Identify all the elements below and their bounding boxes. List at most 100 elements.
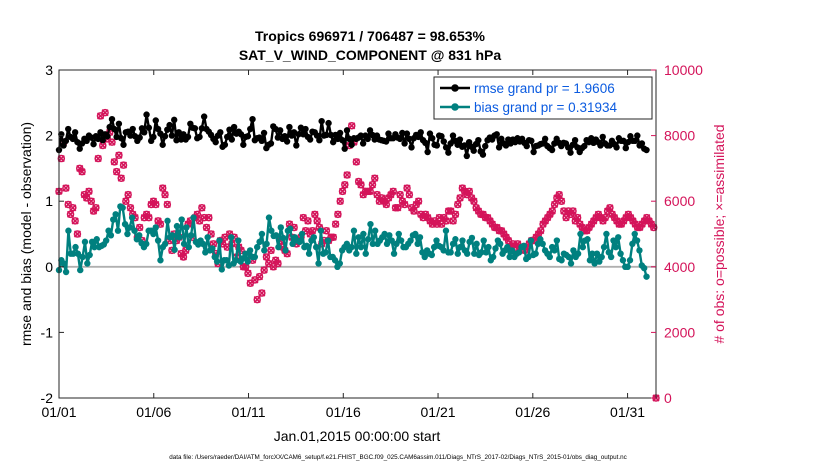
obs-assimilated-marker: [366, 187, 374, 195]
bias-point: [124, 230, 131, 238]
obs-assimilated-marker: [159, 184, 167, 192]
obs-possible-marker: [560, 207, 568, 215]
bias-point: [324, 237, 332, 244]
bias-point: [289, 240, 296, 248]
obs-assimilated-marker: [242, 263, 250, 271]
bias-point: [395, 230, 402, 238]
bias-point: [164, 217, 171, 225]
bias-point: [364, 236, 372, 243]
bias-point: [322, 249, 329, 256]
rmse-point: [359, 140, 367, 147]
bias-point: [433, 237, 440, 244]
obs-assimilated-marker: [389, 187, 397, 195]
bias-point: [128, 214, 136, 221]
obs-assimilated-marker: [71, 217, 79, 225]
bias-point: [279, 234, 287, 242]
obs-assimilated-marker: [348, 122, 356, 130]
chart-title: Tropics 696971 / 706487 = 98.653%: [255, 28, 486, 44]
bias-point: [74, 250, 82, 257]
obs-assimilated-marker: [73, 230, 82, 238]
bias-point: [213, 258, 221, 265]
rmse-point: [295, 131, 302, 138]
bias-point: [246, 247, 254, 254]
obs-assimilated-marker: [470, 197, 478, 205]
rmse-point: [495, 144, 503, 151]
bias-point: [282, 247, 289, 254]
bias-point: [565, 253, 572, 261]
bias-point: [442, 227, 450, 234]
rmse-point: [482, 142, 489, 150]
obs-assimilated-marker: [396, 191, 404, 199]
rmse-point: [422, 139, 429, 147]
y2-axis-label: # of obs: o=possible; ×=assimilated: [711, 124, 727, 343]
rmse-point: [108, 116, 116, 123]
obs-possible-marker: [152, 200, 160, 209]
obs-possible-marker: [253, 295, 261, 304]
obs-assimilated-marker: [382, 200, 390, 209]
x-tick-label: 01/01: [41, 404, 76, 420]
bias-point: [607, 253, 615, 261]
obs-assimilated-marker: [336, 197, 344, 205]
obs-possible-marker: [202, 223, 211, 232]
obs-assimilated-marker: [574, 214, 582, 222]
legend: rmse grand pr = 1.9606 bias grand pr = 0…: [433, 76, 653, 120]
obs-assimilated-marker: [101, 109, 109, 117]
obs-assimilated-marker: [262, 253, 271, 261]
obs-possible-marker: [569, 207, 577, 215]
bias-point: [343, 240, 351, 248]
obs-possible-marker: [329, 233, 338, 242]
obs-assimilated-marker: [253, 296, 261, 304]
bias-point: [72, 243, 79, 251]
x-axis-label: Jan.01,2015 00:00:00 start: [274, 428, 441, 444]
obs-possible-marker: [313, 217, 321, 225]
bias-point: [633, 237, 641, 244]
rmse-point: [357, 132, 365, 139]
bias-point: [216, 237, 223, 244]
obs-assimilated-marker: [332, 220, 340, 228]
obs-possible-marker: [244, 269, 252, 278]
obs-possible-marker: [433, 220, 441, 228]
obs-possible-marker: [449, 217, 457, 225]
bias-point: [527, 237, 535, 244]
rmse-point: [325, 119, 332, 127]
obs-assimilated-marker: [304, 217, 312, 225]
bias-point: [157, 257, 164, 264]
rmse-point: [260, 129, 268, 137]
bias-point: [631, 230, 638, 238]
rmse-point: [191, 125, 199, 132]
obs-possible-marker: [606, 204, 614, 212]
bias-point: [114, 227, 122, 234]
rmse-point: [69, 135, 77, 143]
rmse-point: [115, 120, 123, 127]
obs-assimilated-marker: [537, 227, 545, 235]
bias-point: [610, 237, 617, 244]
bias-point: [102, 237, 110, 244]
bias-point: [579, 243, 587, 251]
bias-point: [79, 253, 86, 261]
bias-point: [185, 243, 192, 251]
rmse-point: [293, 142, 300, 149]
bias-point: [121, 220, 129, 228]
obs-possible-marker: [442, 217, 450, 225]
bias-point: [305, 250, 313, 257]
rmse-point: [159, 141, 166, 148]
bias-point: [223, 257, 230, 264]
rmse-point: [244, 133, 252, 140]
obs-possible-marker: [57, 154, 66, 163]
rmse-point: [184, 133, 192, 141]
bias-point: [251, 253, 259, 261]
bias-point: [88, 238, 96, 246]
obs-possible-marker: [382, 200, 391, 209]
obs-possible-marker: [331, 220, 340, 228]
obs-possible-marker: [338, 187, 347, 196]
obs-assimilated-marker: [456, 194, 464, 202]
rmse-point: [281, 133, 288, 140]
obs-assimilated-marker: [152, 200, 160, 209]
bias-point: [371, 227, 379, 234]
rmse-point: [200, 113, 208, 120]
y-tick-label: -2: [41, 390, 54, 406]
rmse-point: [634, 132, 641, 139]
obs-possible-marker: [649, 223, 658, 232]
obs-possible-marker: [66, 210, 75, 219]
rmse-point: [196, 133, 203, 141]
